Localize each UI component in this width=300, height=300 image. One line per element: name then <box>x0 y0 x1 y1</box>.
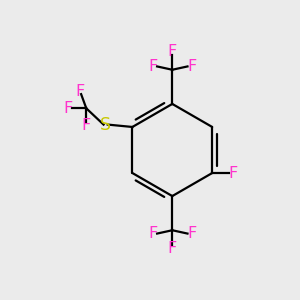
Text: F: F <box>228 166 238 181</box>
Text: F: F <box>148 226 158 241</box>
Text: F: F <box>168 241 177 256</box>
Text: S: S <box>100 116 111 134</box>
Text: F: F <box>187 59 196 74</box>
Text: F: F <box>187 226 196 241</box>
Text: F: F <box>168 44 177 59</box>
Text: F: F <box>148 59 158 74</box>
Text: F: F <box>76 84 85 99</box>
Text: F: F <box>64 101 73 116</box>
Text: F: F <box>82 118 91 133</box>
